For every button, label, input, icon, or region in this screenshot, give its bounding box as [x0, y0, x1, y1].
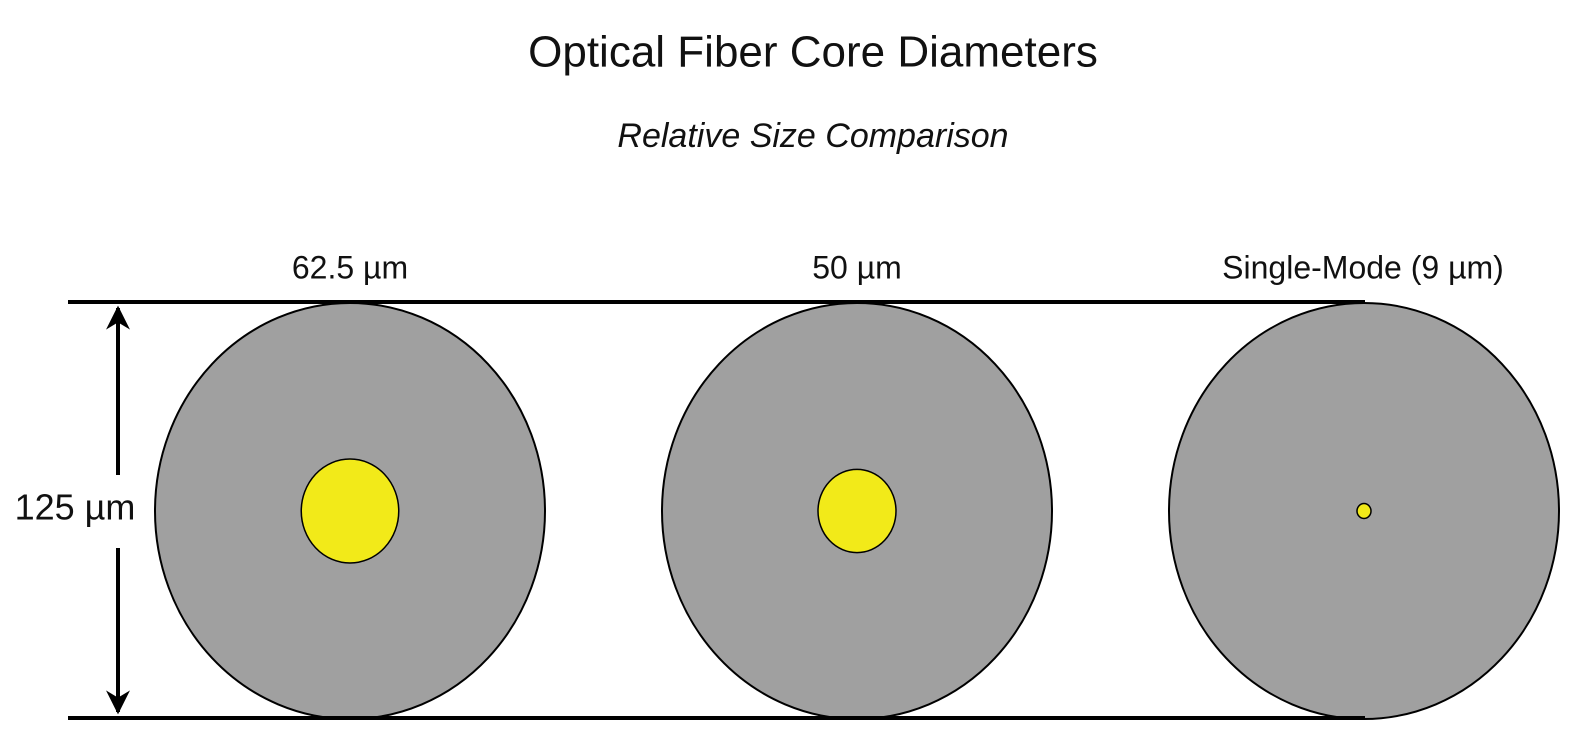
fibers: 62.5 µm 50 µm Single-Mode (9 µm): [154, 249, 1560, 720]
core: [817, 468, 897, 554]
fiber-label: 50 µm: [812, 249, 902, 285]
fiber-label: Single-Mode (9 µm): [1222, 249, 1504, 285]
title: Optical Fiber Core Diameters: [528, 28, 1098, 77]
dimension-label: 125 µm: [15, 487, 136, 528]
core: [300, 458, 400, 564]
subtitle: Relative Size Comparison: [617, 117, 1008, 155]
fiber-label: 62.5 µm: [292, 249, 408, 285]
core: [1356, 502, 1372, 520]
